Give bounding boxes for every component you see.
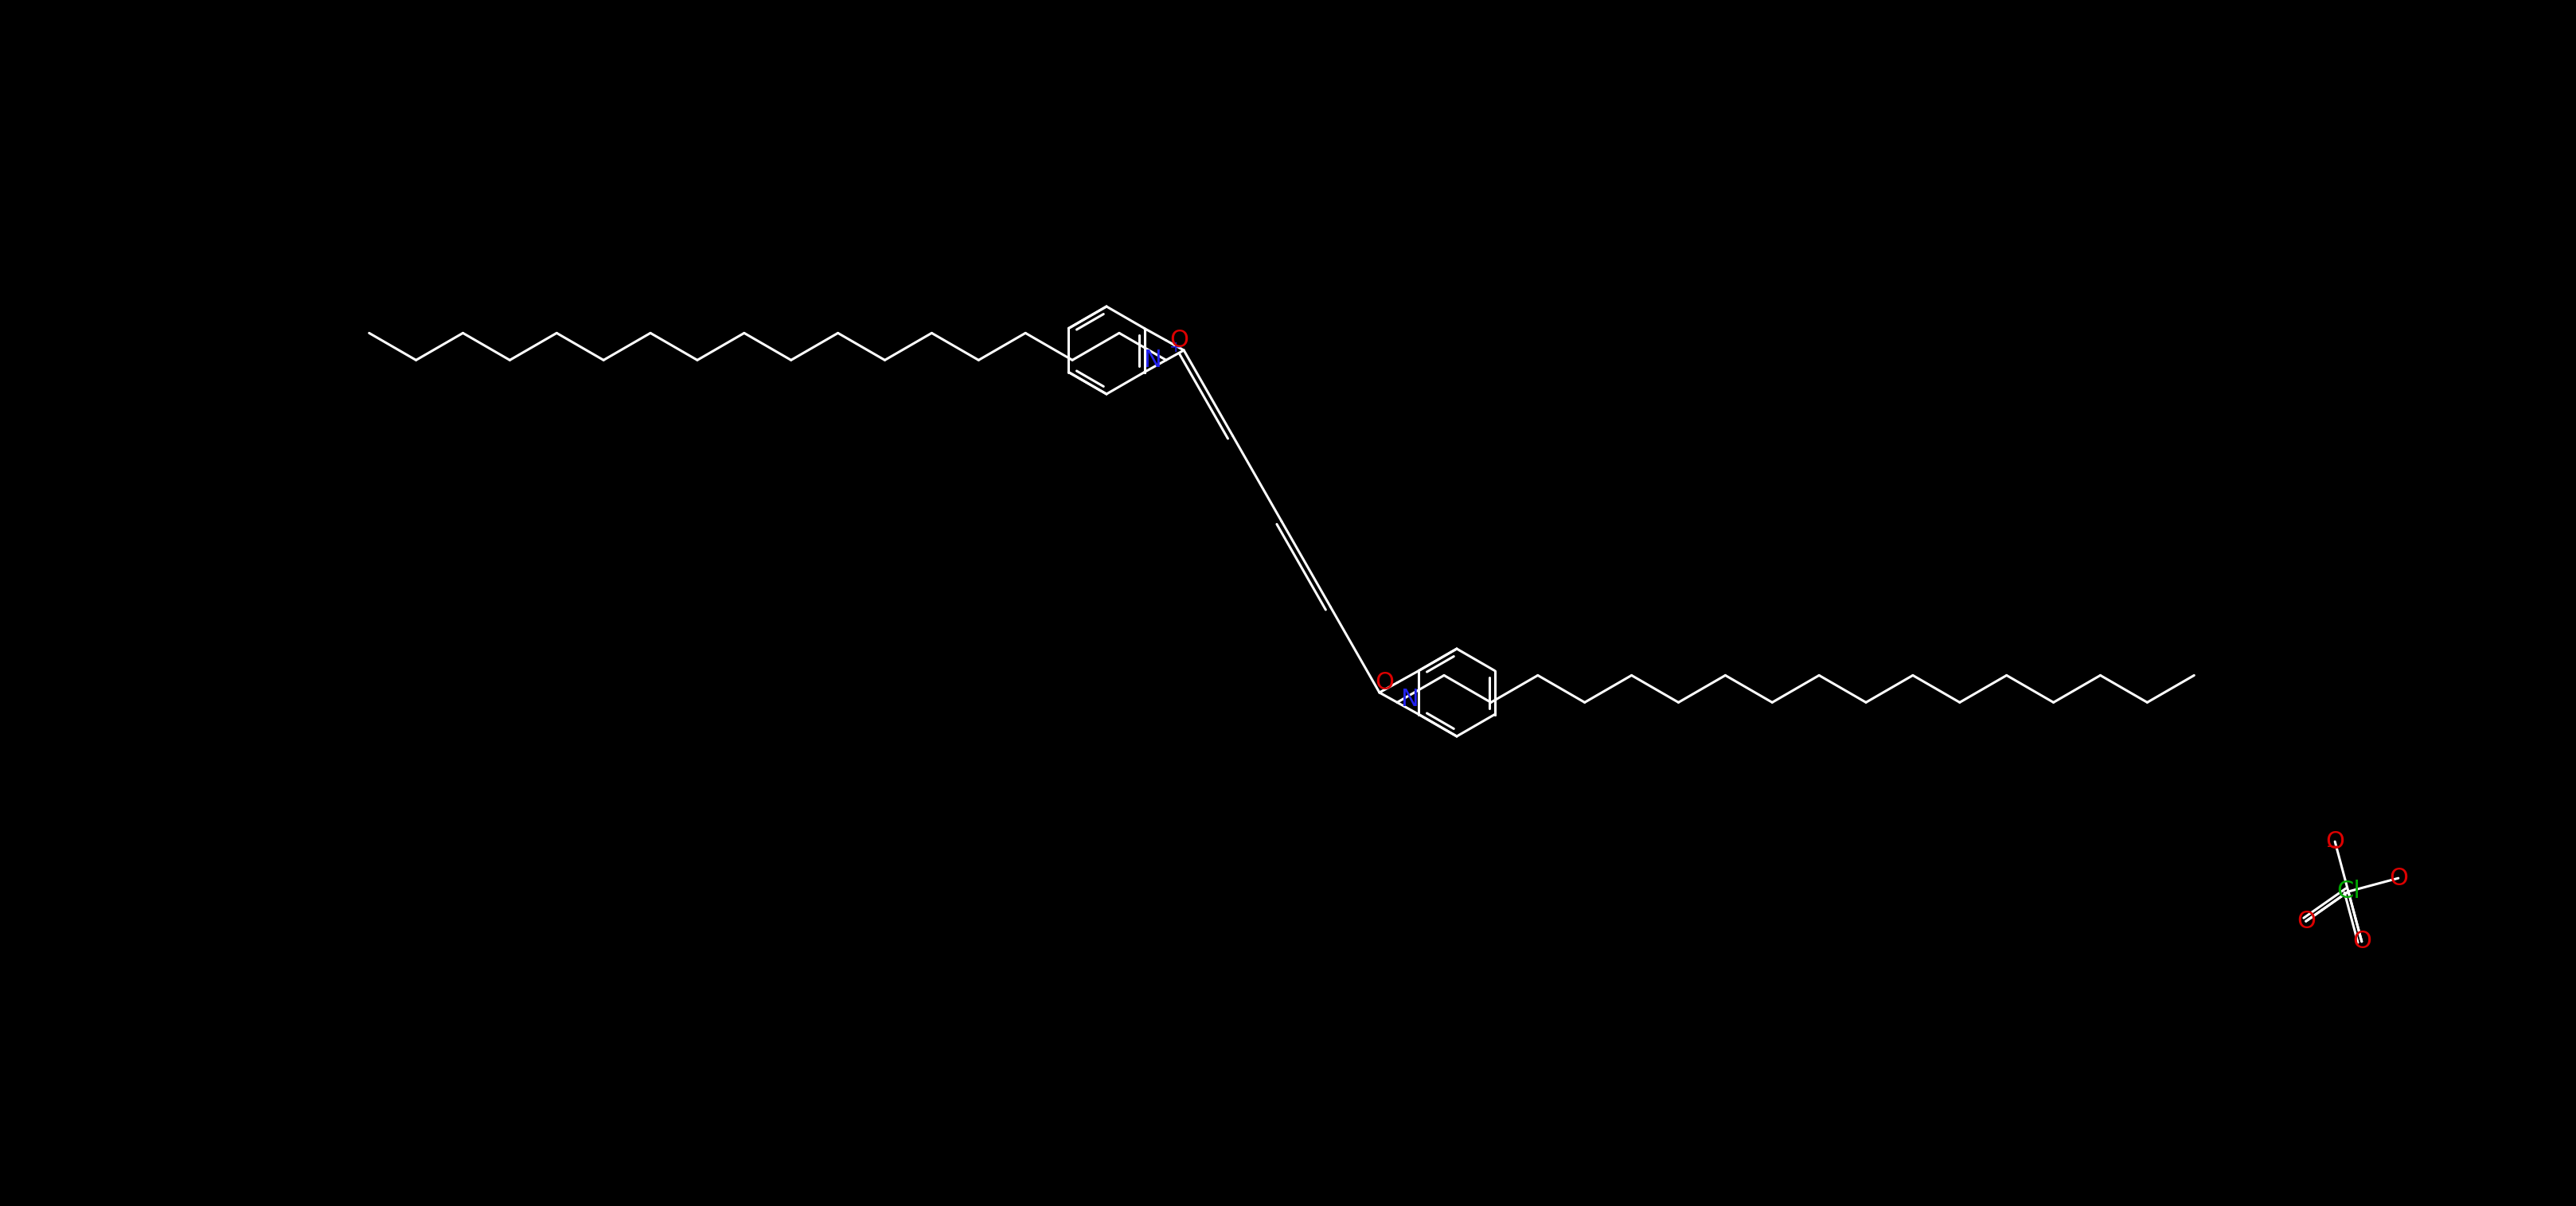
Text: Cl: Cl bbox=[2336, 880, 2360, 903]
Text: O: O bbox=[2388, 867, 2409, 890]
Text: −: − bbox=[2326, 839, 2339, 854]
Text: N: N bbox=[1144, 349, 1162, 371]
Text: O: O bbox=[1376, 672, 1394, 695]
Text: O: O bbox=[2352, 930, 2372, 953]
Text: N: N bbox=[1401, 687, 1419, 710]
Text: O: O bbox=[1170, 329, 1188, 352]
Text: +: + bbox=[1170, 340, 1182, 355]
Text: O: O bbox=[2326, 830, 2344, 853]
Text: O: O bbox=[2295, 909, 2316, 932]
